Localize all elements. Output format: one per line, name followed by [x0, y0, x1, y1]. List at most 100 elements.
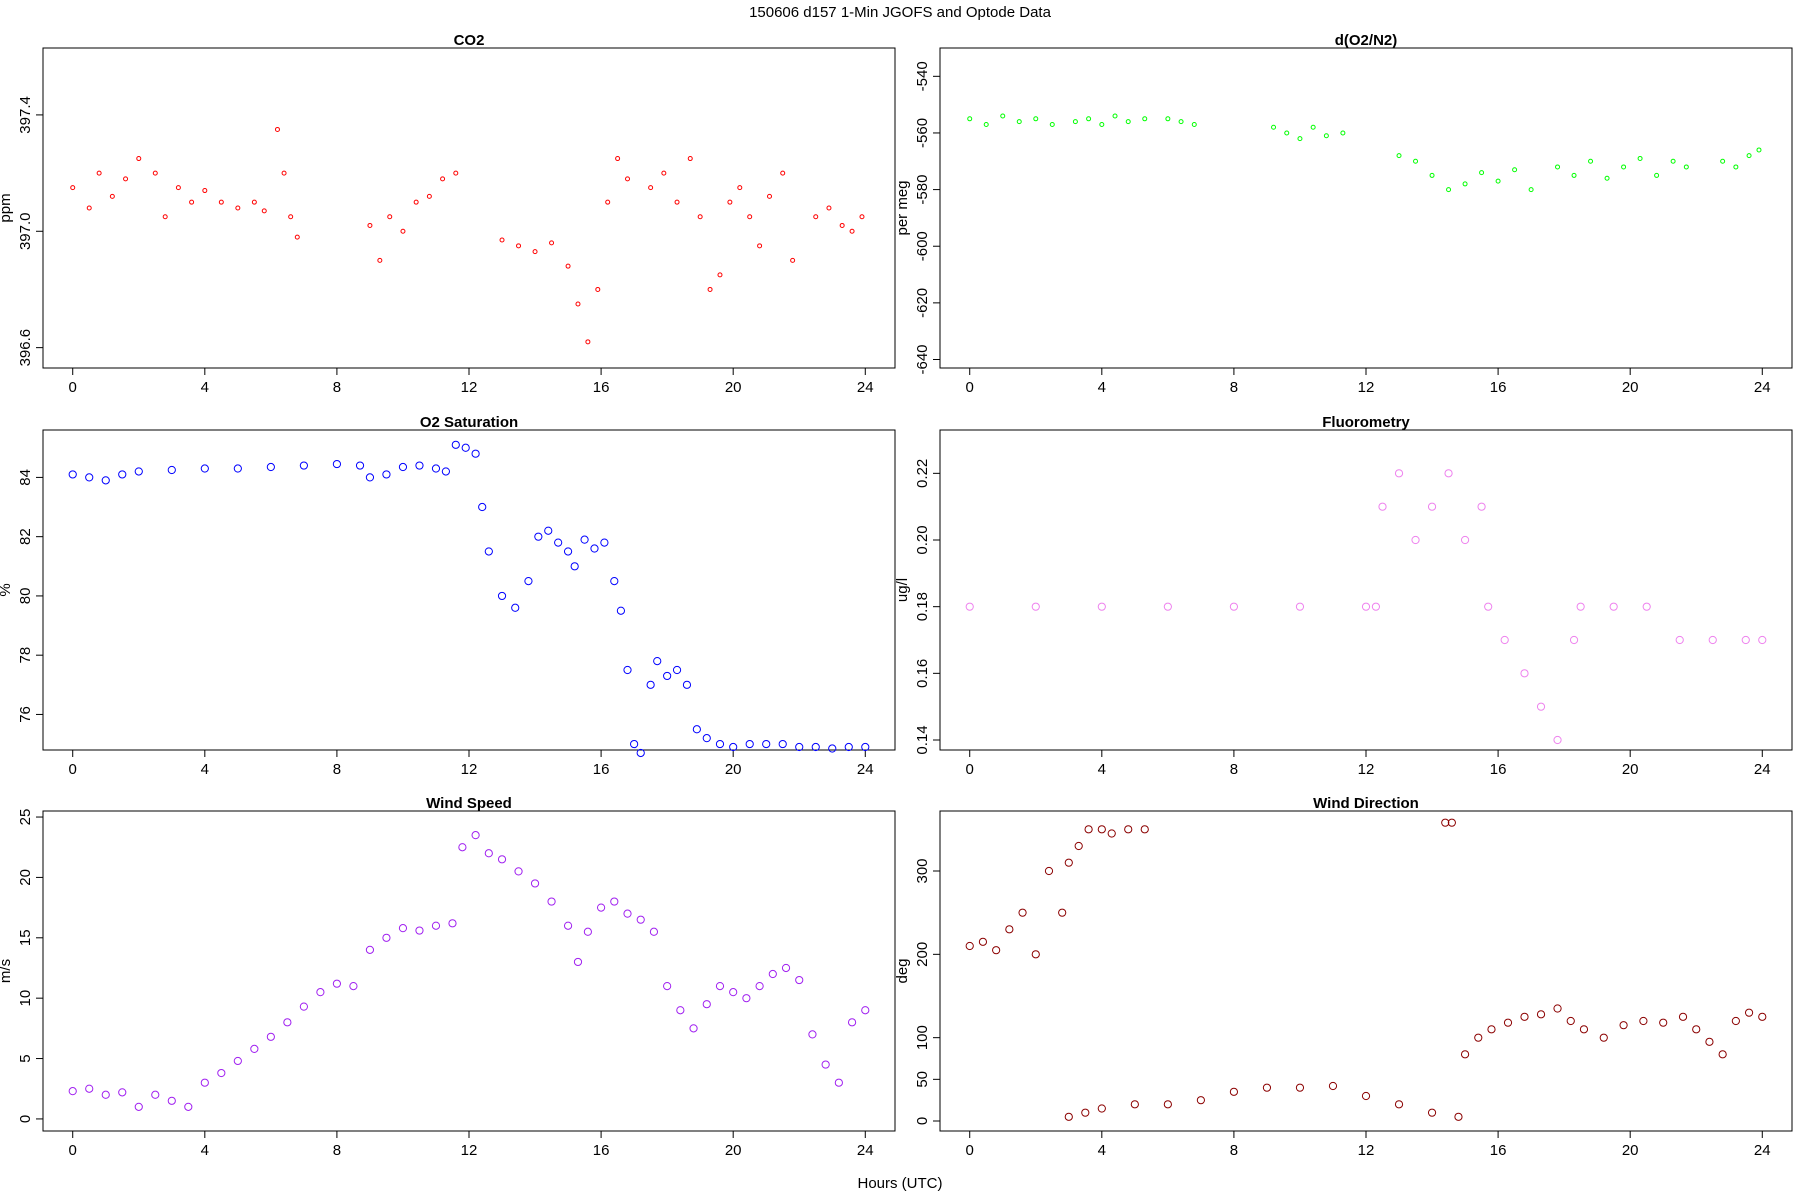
o2-saturation-point — [672, 665, 682, 675]
wind-speed-point — [349, 981, 358, 991]
co2-y-axis-label: ppm — [0, 193, 14, 222]
o2-saturation-point — [524, 577, 533, 586]
o2-saturation-point — [715, 739, 725, 749]
wind-direction-point — [1705, 1037, 1714, 1046]
wind-speed-point — [755, 981, 764, 991]
d-o2-n2-point — [967, 116, 973, 122]
o2-saturation-point — [778, 739, 787, 749]
wind-direction-point — [1005, 925, 1014, 934]
o2-saturation-point — [431, 464, 441, 473]
o2-saturation-point — [134, 467, 143, 476]
wind-direction-point — [1731, 1016, 1740, 1026]
wind-direction-point — [1474, 1033, 1483, 1042]
wind-speed-point — [663, 981, 672, 991]
wind-speed-point — [471, 831, 480, 840]
d-o2-n2-point — [1396, 153, 1402, 159]
wind-direction-point — [1692, 1025, 1701, 1034]
d-o2-n2-y-tick-label: -640 — [914, 344, 931, 374]
co2-point — [790, 257, 796, 263]
o2-saturation-x-tick-label: 24 — [857, 761, 874, 778]
wind-direction-point — [1520, 1012, 1529, 1021]
co2-point — [625, 176, 631, 182]
d-o2-n2-point — [1670, 158, 1676, 164]
wind-speed-point — [365, 945, 375, 954]
o2-saturation-point — [745, 739, 754, 749]
wind-speed-point — [200, 1078, 209, 1087]
o2-saturation-x-tick-label: 20 — [725, 761, 742, 778]
o2-saturation-point — [580, 535, 589, 544]
wind-direction-point — [1081, 1108, 1090, 1117]
co2-point — [549, 240, 555, 246]
wind-direction-point — [1097, 825, 1106, 834]
o2-saturation-point — [682, 680, 692, 689]
d-o2-n2-x-tick-label: 12 — [1358, 379, 1375, 396]
wind-speed-point — [861, 1006, 870, 1015]
fluorometry-point — [1444, 469, 1453, 478]
wind-speed-point — [583, 927, 592, 936]
wind-speed-y-axis-label: m/s — [0, 959, 14, 983]
o2-saturation-y-tick-label: 82 — [17, 528, 34, 545]
wind-direction-point — [1553, 1004, 1562, 1013]
wind-speed-point — [596, 903, 606, 912]
fluorometry-point — [1163, 602, 1172, 611]
fluorometry-y-axis-label: ug/l — [894, 578, 911, 602]
wind-speed-y-tick-label: 5 — [17, 1054, 34, 1062]
co2-point — [189, 199, 195, 205]
wind-speed-y-tick-label: 15 — [17, 929, 34, 946]
fluorometry-title: Fluorometry — [1322, 414, 1410, 431]
o2-saturation-point — [415, 461, 424, 470]
co2-x-tick-label: 8 — [333, 379, 341, 396]
wind-speed-point — [768, 969, 777, 979]
wind-direction-point — [1084, 825, 1093, 834]
o2-saturation-point — [702, 734, 711, 743]
figure-title: 150606 d157 1-Min JGOFS and Optode Data — [749, 4, 1052, 21]
o2-saturation-point — [762, 739, 771, 749]
fluorometry-y-tick-label: 0.22 — [914, 459, 931, 488]
wind-direction-point — [1031, 950, 1040, 959]
wind-direction-x-tick-label: 12 — [1358, 1142, 1375, 1159]
o2-saturation-point — [623, 665, 632, 675]
wind-speed-x-tick-label: 16 — [593, 1142, 610, 1159]
d-o2-n2-point — [1033, 116, 1039, 122]
d-o2-n2-point — [1429, 172, 1435, 178]
wind-speed-point — [781, 963, 791, 973]
d-o2-n2-point — [1528, 187, 1534, 193]
co2-x-tick-label: 24 — [857, 379, 874, 396]
d-o2-n2-x-tick-label: 0 — [966, 379, 974, 396]
co2-x-tick-label: 0 — [69, 379, 77, 396]
d-o2-n2-point — [1571, 172, 1577, 178]
o2-saturation-point — [332, 459, 342, 469]
wind-speed-plot-frame — [42, 810, 896, 1132]
wind-speed-point — [808, 1030, 817, 1039]
wind-direction-point — [1460, 1050, 1470, 1059]
co2-point — [400, 228, 406, 234]
wind-direction-y-tick-label: 50 — [914, 1071, 931, 1088]
o2-saturation-point — [118, 470, 127, 479]
figure-x-label: Hours (UTC) — [858, 1175, 943, 1192]
o2-saturation-point — [636, 748, 645, 758]
fluorometry-point — [1609, 602, 1618, 611]
fluorometry-point — [1411, 535, 1420, 545]
wind-direction-point — [1718, 1050, 1727, 1059]
d-o2-n2-title: d(O2/N2) — [1335, 32, 1398, 49]
d-o2-n2-point — [1733, 164, 1739, 170]
o2-saturation-point — [68, 470, 77, 479]
wind-direction-title: Wind Direction — [1313, 795, 1419, 812]
fluorometry-point — [1229, 602, 1239, 611]
fluorometry-point — [1477, 502, 1486, 511]
co2-point — [367, 222, 373, 228]
fluorometry-x-tick-label: 4 — [1098, 761, 1106, 778]
o2-saturation-point — [534, 532, 543, 541]
co2-point — [565, 263, 571, 269]
wind-direction-x-tick-label: 24 — [1754, 1142, 1771, 1159]
co2-point — [648, 185, 654, 191]
o2-saturation-point — [200, 464, 209, 473]
o2-saturation-point — [461, 443, 470, 452]
fluorometry-point — [1394, 469, 1404, 478]
wind-speed-point — [821, 1060, 830, 1069]
wind-speed-point — [547, 897, 556, 906]
fluorometry-y-tick-label: 0.20 — [914, 525, 931, 554]
d-o2-n2-point — [1125, 119, 1131, 125]
o2-saturation-point — [497, 591, 507, 601]
wind-speed-point — [530, 879, 540, 888]
